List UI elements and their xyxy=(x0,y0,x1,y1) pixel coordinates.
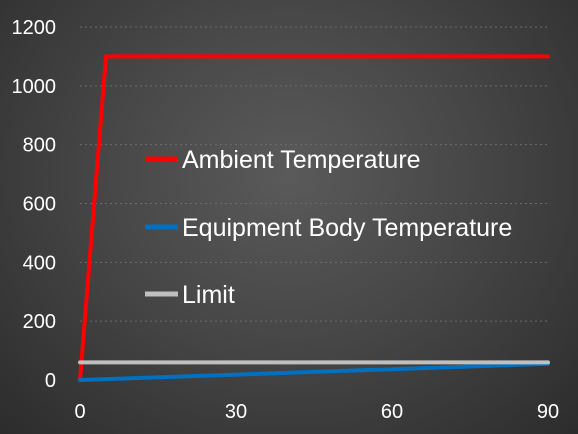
y-tick-label: 0 xyxy=(45,370,56,392)
x-tick-label: 30 xyxy=(225,401,247,423)
y-axis-ticks: 0 200 400 600 800 1000 1200 xyxy=(12,17,57,392)
y-tick-label: 400 xyxy=(23,252,56,274)
series-line-1 xyxy=(78,54,550,382)
x-tick-label: 60 xyxy=(381,401,403,423)
y-tick-label: 1000 xyxy=(12,76,57,98)
y-tick-label: 600 xyxy=(23,194,56,216)
legend-label: Equipment Body Temperature xyxy=(182,214,512,242)
y-tick-label: 1200 xyxy=(12,17,57,39)
legend: Ambient Temperature Equipment Body Temper… xyxy=(145,146,512,309)
series-line-2 xyxy=(78,361,550,382)
gridlines xyxy=(80,26,548,322)
x-tick-label: 90 xyxy=(537,401,559,423)
y-tick-label: 200 xyxy=(23,311,56,333)
series-lines xyxy=(78,54,550,382)
x-axis-ticks: 0 30 60 90 xyxy=(74,401,559,423)
legend-label: Ambient Temperature xyxy=(182,146,421,174)
x-tick-label: 0 xyxy=(74,401,85,423)
y-tick-label: 800 xyxy=(23,135,56,157)
legend-label: Limit xyxy=(182,281,235,309)
